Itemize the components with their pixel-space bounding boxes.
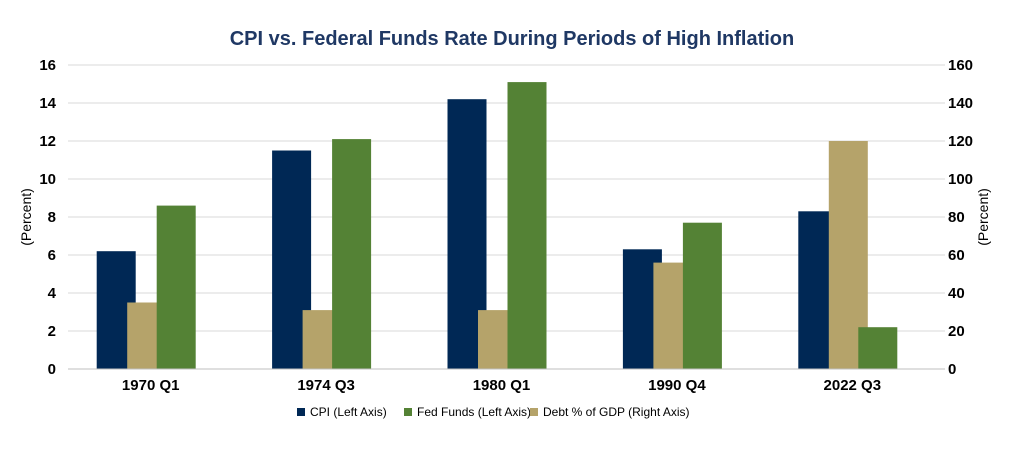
category-label: 1990 Q4 [648, 377, 706, 394]
right-tick-label: 80 [948, 209, 965, 226]
right-tick-label: 40 [948, 285, 965, 302]
bar-fed-funds [858, 327, 898, 369]
left-tick-label: 4 [48, 285, 57, 302]
left-tick-label: 10 [39, 171, 56, 188]
left-tick-label: 16 [39, 57, 56, 74]
bars [96, 82, 898, 369]
right-tick-label: 160 [948, 57, 973, 74]
category-label: 2022 Q3 [824, 377, 882, 394]
chart-title: CPI vs. Federal Funds Rate During Period… [230, 28, 795, 50]
bar-fed-funds [156, 205, 196, 369]
left-axis-ticks: 0 2 4 6 8 10 12 14 16 [39, 57, 56, 378]
legend-swatch [530, 408, 538, 416]
left-tick-label: 12 [39, 133, 56, 150]
left-tick-label: 6 [48, 247, 56, 264]
legend-label: Debt % of GDP (Right Axis) [543, 405, 690, 419]
category-labels: 1970 Q1 1974 Q3 1980 Q1 1990 Q4 2022 Q3 [122, 377, 881, 394]
category-label: 1980 Q1 [473, 377, 531, 394]
legend-swatch [404, 408, 412, 416]
right-tick-label: 140 [948, 95, 973, 112]
category-label: 1974 Q3 [297, 377, 355, 394]
left-tick-label: 2 [48, 323, 56, 340]
legend-label: CPI (Left Axis) [310, 405, 387, 419]
bar-fed-funds [507, 82, 547, 369]
right-tick-label: 100 [948, 171, 973, 188]
legend-swatch [297, 408, 305, 416]
legend-label: Fed Funds (Left Axis) [417, 405, 531, 419]
right-tick-label: 20 [948, 323, 965, 340]
left-tick-label: 14 [39, 95, 56, 112]
legend: CPI (Left Axis) Fed Funds (Left Axis) Debt… [297, 405, 690, 419]
right-axis-ticks: 0 20 40 60 80 100 120 140 160 [948, 57, 973, 378]
right-tick-label: 120 [948, 133, 973, 150]
left-axis-title: (Percent) [18, 188, 34, 246]
left-tick-label: 0 [48, 361, 56, 378]
bar-fed-funds [332, 139, 372, 369]
gridlines [68, 64, 945, 332]
right-tick-label: 0 [948, 361, 956, 378]
right-tick-label: 60 [948, 247, 965, 264]
right-axis-title: (Percent) [975, 188, 991, 246]
bar-fed-funds [682, 222, 722, 369]
category-label: 1970 Q1 [122, 377, 180, 394]
left-tick-label: 8 [48, 209, 56, 226]
